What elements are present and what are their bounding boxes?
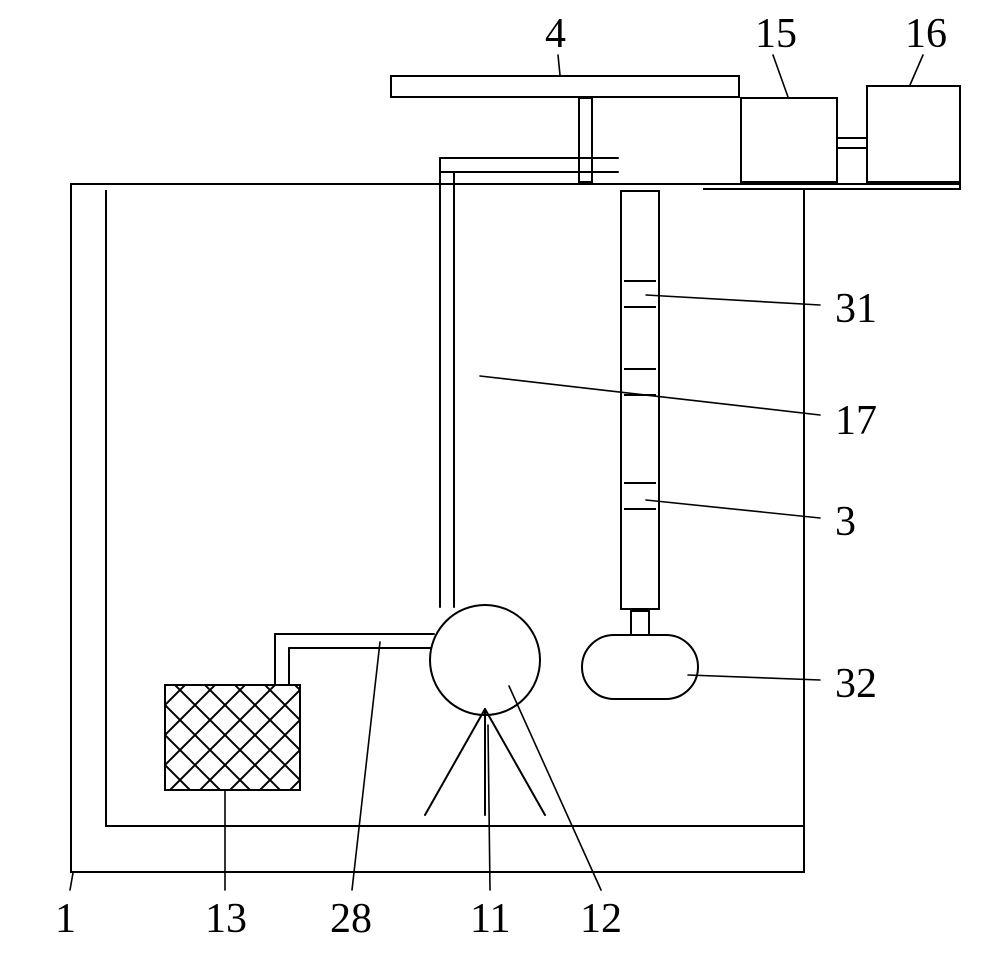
label-11: 11 (470, 895, 510, 943)
label-32: 32 (835, 660, 877, 708)
label-16: 16 (905, 10, 947, 58)
pump-circle-12 (430, 605, 540, 715)
label-12: 12 (580, 895, 622, 943)
label-4: 4 (545, 10, 566, 58)
label-13: 13 (205, 895, 247, 943)
label-3: 3 (835, 498, 856, 546)
diagram-stage: 4 15 16 31 17 3 32 1 13 28 11 12 (0, 0, 1000, 964)
label-17: 17 (835, 397, 877, 445)
label-31: 31 (835, 285, 877, 333)
pipe-17 (440, 158, 618, 607)
filter-box-13 (165, 685, 300, 790)
svg-layer (0, 0, 1000, 964)
vessel-32 (582, 635, 698, 699)
label-28: 28 (330, 895, 372, 943)
label-15: 15 (755, 10, 797, 58)
label-1: 1 (55, 895, 76, 943)
